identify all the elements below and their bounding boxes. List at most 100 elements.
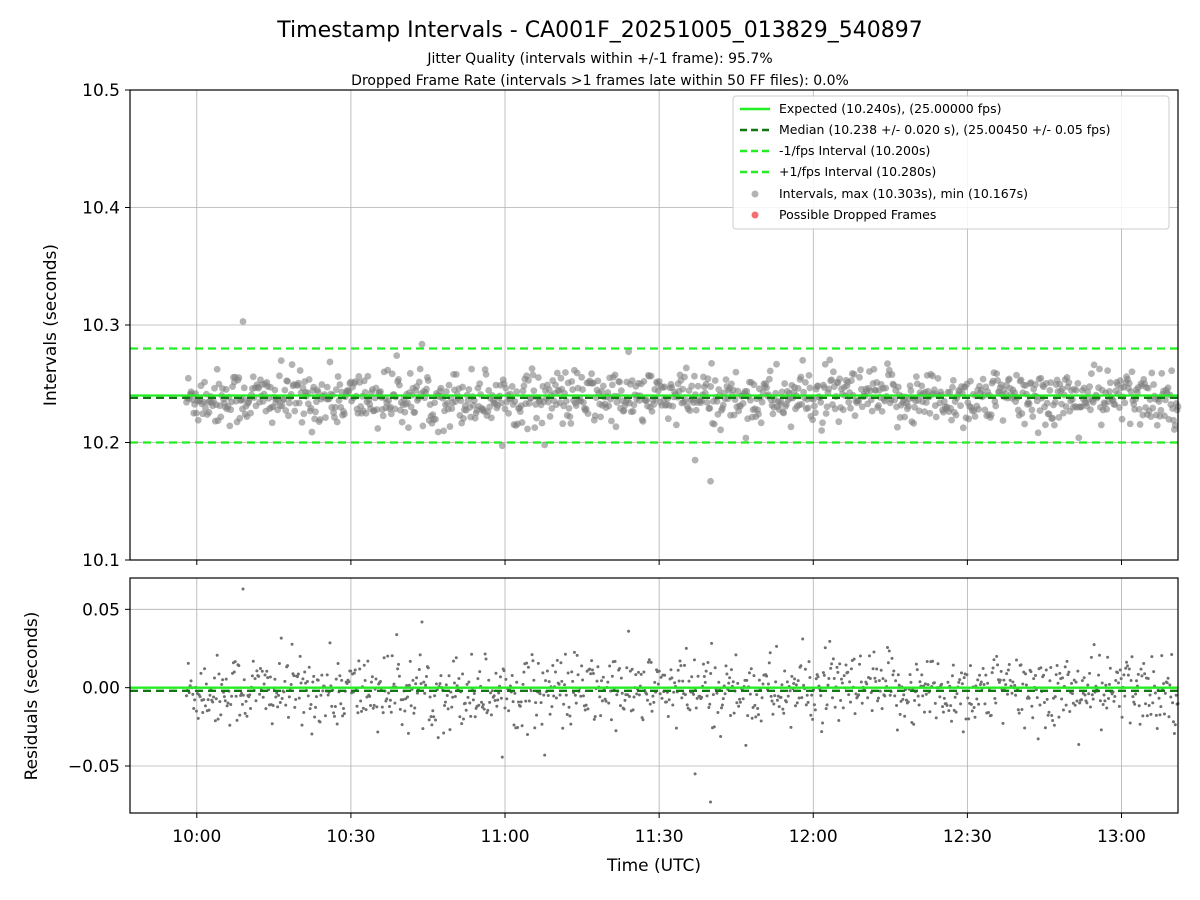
interval-point (857, 366, 864, 374)
residual-point (278, 700, 282, 704)
residual-point (848, 680, 852, 684)
residual-point (463, 701, 467, 705)
residual-point (1092, 643, 1096, 647)
residual-point (1051, 718, 1055, 722)
residual-point (375, 705, 379, 709)
residual-point (886, 661, 890, 665)
residual-point (211, 700, 215, 704)
residual-point (921, 694, 925, 698)
residual-point (1076, 669, 1080, 673)
interval-point (1005, 375, 1013, 383)
residual-point (892, 669, 896, 673)
residuals-x-ticks: 10:00 10:30 11:00 11:30 12:00 12:30 13:00 (172, 813, 1146, 847)
interval-point (755, 410, 762, 418)
residual-point (550, 705, 554, 709)
residual-point (997, 680, 1001, 684)
interval-point (975, 405, 983, 413)
interval-point (926, 409, 934, 417)
interval-point (296, 367, 304, 374)
residual-point (756, 706, 760, 710)
interval-point (545, 386, 553, 393)
interval-point (1161, 412, 1168, 420)
legend: Expected (10.240s), (25.00000 fps) Media… (732, 95, 1170, 230)
residual-point (837, 719, 841, 723)
residual-point (1172, 732, 1176, 736)
residual-point (258, 692, 262, 696)
residual-point (966, 696, 970, 700)
residual-point (683, 663, 687, 667)
residual-point (632, 695, 636, 699)
interval-point (672, 421, 680, 429)
residual-point (1089, 655, 1093, 659)
residual-point (382, 656, 386, 660)
residual-point (925, 660, 929, 664)
interval-point (1043, 399, 1051, 407)
residual-point (648, 702, 652, 706)
residual-point (289, 683, 293, 687)
residual-point (561, 726, 565, 730)
residual-point (265, 669, 269, 673)
residual-point (1004, 683, 1008, 687)
residual-point (1134, 692, 1138, 696)
residual-point (347, 680, 351, 684)
residual-point (879, 668, 883, 672)
residual-point (1119, 677, 1123, 681)
residual-point (981, 666, 985, 670)
residual-point (772, 702, 776, 706)
residual-point (1071, 701, 1075, 705)
residual-point (1061, 708, 1065, 712)
residual-point (1048, 679, 1052, 683)
residual-point (1001, 721, 1005, 725)
residual-point (823, 646, 827, 650)
interval-point (278, 402, 286, 410)
residual-point (637, 693, 641, 697)
residual-point (852, 657, 856, 661)
residual-point (996, 663, 1000, 667)
residual-point (1126, 673, 1130, 677)
interval-point (285, 399, 293, 407)
residual-point (664, 700, 668, 704)
residual-point (1124, 666, 1128, 670)
residual-point (894, 679, 898, 683)
residual-point (1024, 683, 1028, 687)
residual-point (271, 704, 275, 708)
residual-point (1104, 683, 1108, 687)
interval-point (534, 374, 542, 381)
interval-point (912, 373, 920, 381)
residual-point (484, 657, 488, 661)
interval-point (1164, 384, 1172, 392)
interval-point (987, 411, 995, 419)
interval-point (798, 400, 806, 408)
residual-point (469, 714, 473, 718)
interval-point (598, 387, 605, 395)
interval-point (694, 382, 702, 390)
legend-swatch-intervals (751, 190, 759, 198)
interval-point (388, 370, 396, 378)
residual-point (444, 683, 448, 687)
residual-point (1133, 702, 1137, 706)
residual-point (560, 679, 564, 683)
residual-point (262, 682, 266, 686)
residual-point (339, 702, 343, 706)
residual-point (431, 709, 435, 713)
residual-point (920, 673, 924, 677)
residual-point (258, 666, 262, 670)
interval-point (362, 409, 370, 417)
residual-point (310, 732, 314, 736)
interval-point (291, 407, 299, 415)
residual-point (1120, 715, 1124, 719)
residual-point (854, 692, 858, 696)
residual-point (1056, 681, 1060, 685)
residual-point (1128, 721, 1132, 725)
residual-point (486, 708, 490, 712)
residual-point (276, 705, 280, 709)
residual-point (998, 678, 1002, 682)
residual-point (709, 800, 713, 804)
residual-point (1166, 676, 1170, 680)
residual-point (857, 693, 861, 697)
residual-point (622, 707, 626, 711)
residual-point (915, 668, 919, 672)
interval-point (416, 365, 424, 373)
residual-point (752, 674, 756, 678)
interval-point (405, 424, 412, 432)
